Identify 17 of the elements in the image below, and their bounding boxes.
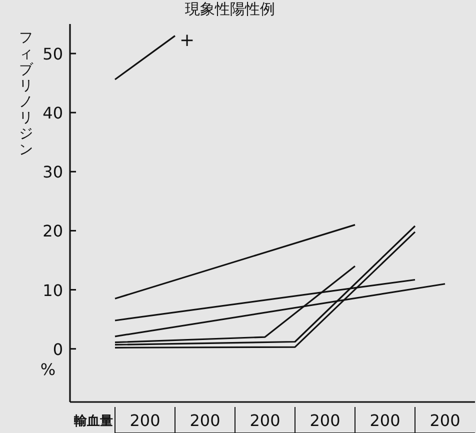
ytick: 0: [52, 340, 63, 359]
xtick: 200: [190, 411, 220, 430]
ytick: 40: [42, 104, 63, 123]
annotation: +: [179, 30, 195, 51]
annotation: %: [40, 360, 56, 379]
ytick: 10: [42, 280, 63, 300]
xlabel: 輸血量: [74, 414, 113, 429]
ytick: 20: [42, 222, 63, 241]
ytick: 50: [42, 44, 63, 64]
xtick: 200: [250, 411, 280, 430]
title: 現象性陽性例: [185, 0, 275, 18]
ytick: 30: [42, 162, 63, 182]
xtick: 200: [430, 411, 460, 430]
ylabel: フィブリノリジン: [19, 30, 33, 158]
xtick: 200: [130, 411, 160, 430]
xtick: 200: [370, 411, 400, 430]
xtick: 200: [310, 411, 340, 430]
